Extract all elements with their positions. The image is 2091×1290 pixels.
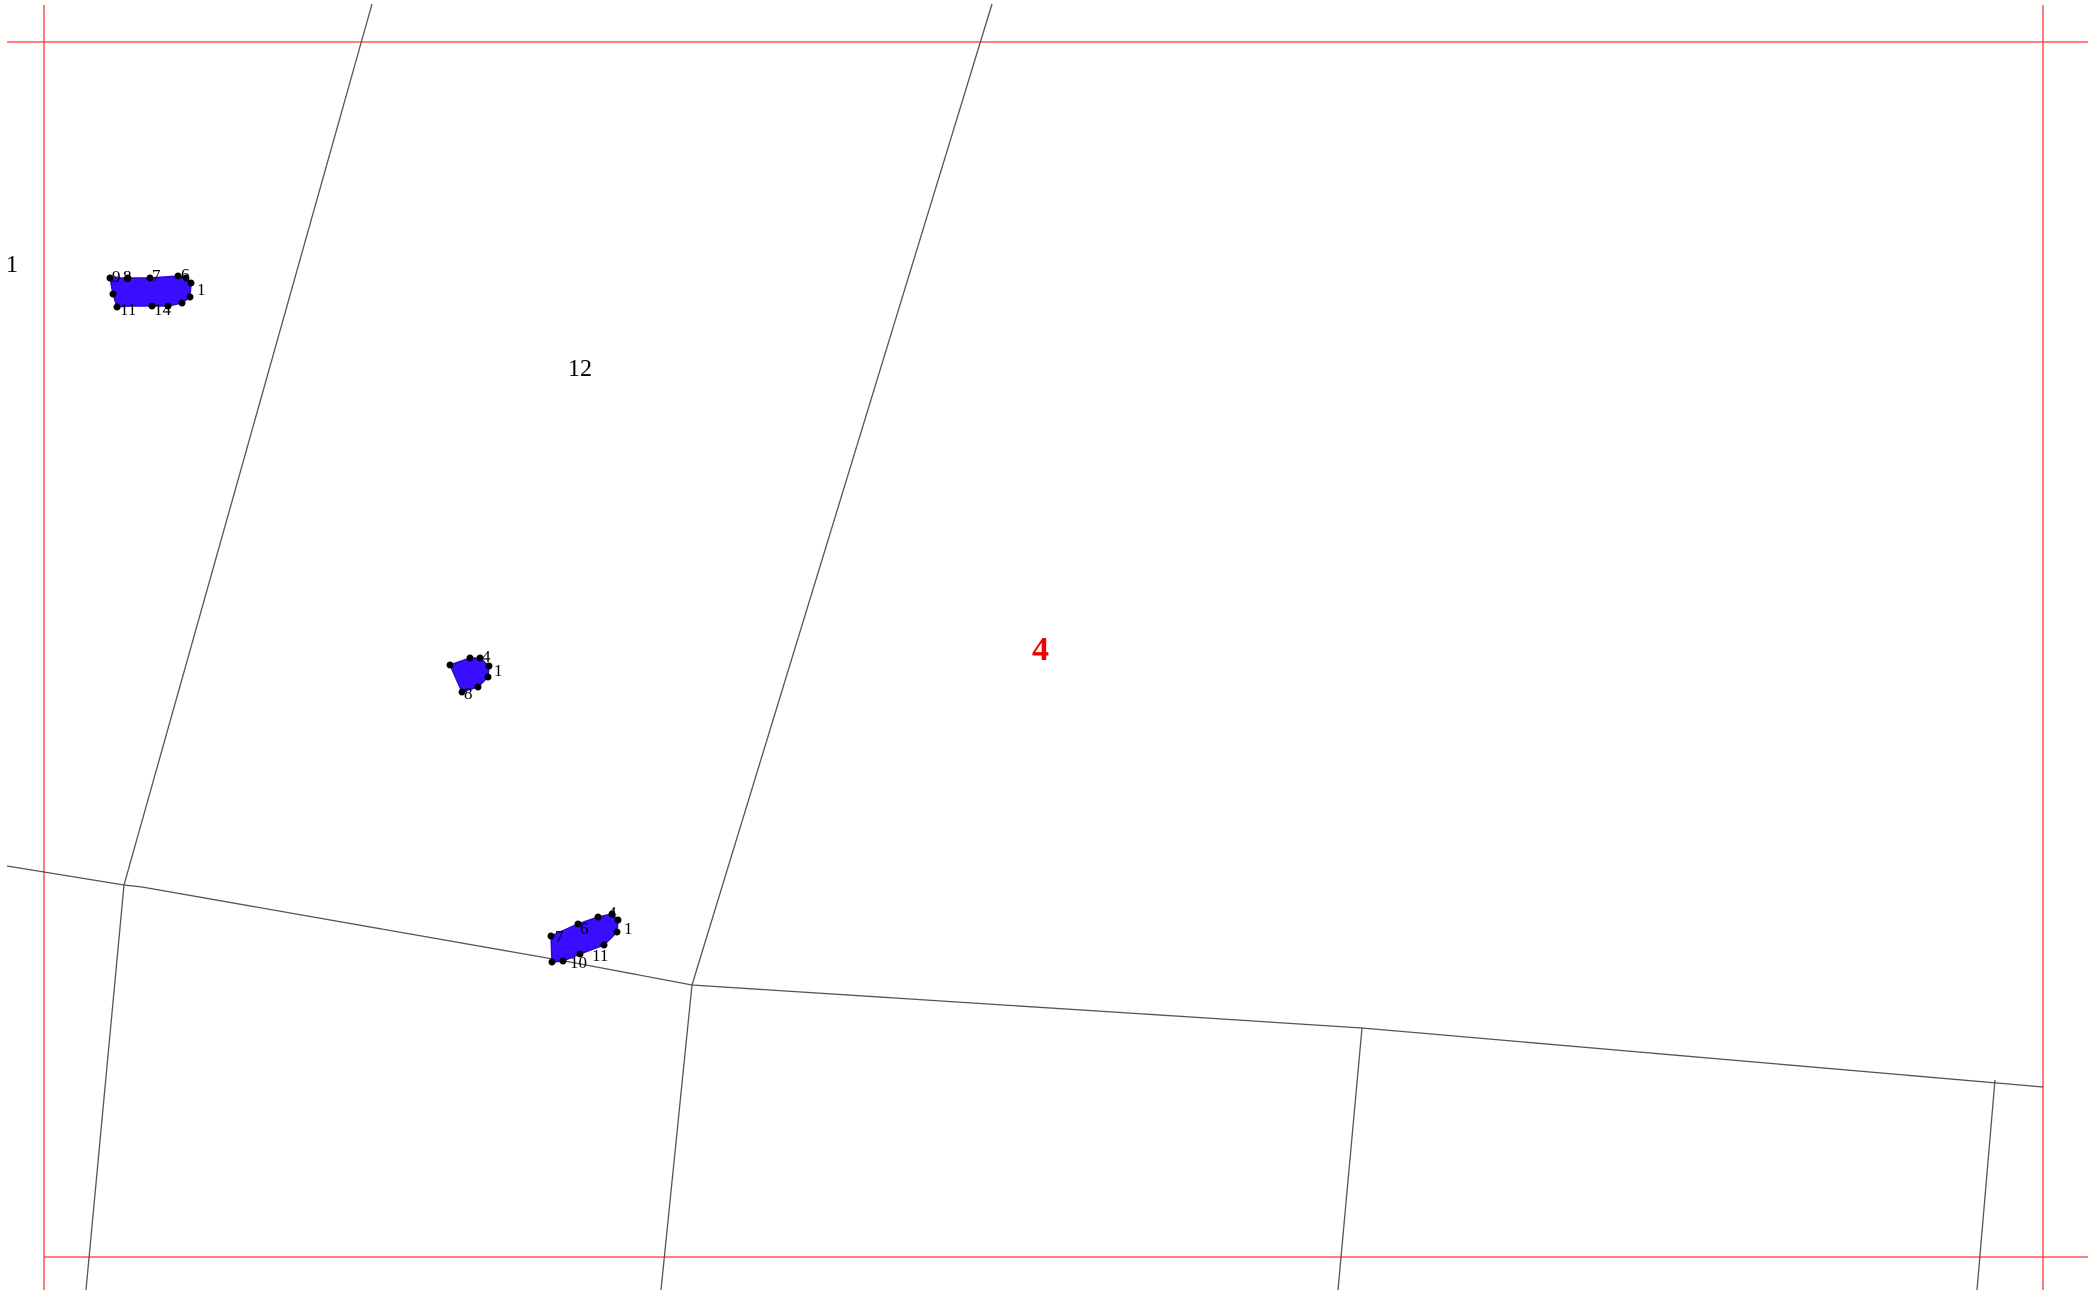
vertex-marker — [458, 688, 466, 696]
vertex-marker — [124, 274, 132, 282]
parcel-label: 1 — [6, 252, 18, 278]
building-c[interactable]: 4 6 7 1 11 10 — [547, 903, 633, 972]
vertex-label: 9 — [112, 267, 121, 286]
sheet-frame — [7, 5, 2088, 1290]
vertex-marker — [476, 654, 484, 662]
vertex-label: 11 — [592, 946, 608, 965]
vertex-marker — [600, 941, 608, 949]
parcel-boundary — [1976, 1079, 1996, 1290]
vertex-marker — [594, 913, 602, 921]
vertex-marker — [174, 272, 182, 280]
vertex-marker — [574, 920, 582, 928]
vertex-label: 10 — [570, 953, 587, 972]
vertex-marker — [547, 932, 555, 940]
vertex-marker — [485, 662, 493, 670]
vertex-label: 8 — [464, 684, 473, 703]
vertex-label: 4 — [608, 903, 617, 922]
parcel-label: 12 — [568, 356, 592, 382]
parcel-boundary — [1337, 1027, 1363, 1290]
vertex-marker — [608, 910, 616, 918]
parcel-boundary — [660, 984, 693, 1290]
vertex-marker — [576, 950, 584, 958]
vertex-marker — [613, 928, 621, 936]
vertex-marker — [559, 957, 567, 965]
building-a[interactable]: 9 8 7 6 1 11 14 — [106, 265, 206, 319]
sheet-number-label: 4 — [1032, 631, 1049, 668]
vertex-label: 1 — [494, 661, 503, 680]
vertex-label: 7 — [152, 266, 161, 285]
parcel-boundaries — [6, 3, 2044, 1290]
building-b[interactable]: 4 1 8 — [446, 647, 503, 703]
vertex-label: 4 — [482, 647, 491, 666]
vertex-marker — [109, 290, 117, 298]
vertex-marker — [446, 661, 454, 669]
parcel-boundary — [85, 884, 125, 1290]
vertex-marker — [186, 293, 194, 301]
parcel-boundary — [691, 3, 993, 986]
vertex-marker — [164, 302, 172, 310]
vertex-label: 11 — [120, 300, 136, 319]
parcel-boundary — [123, 3, 373, 886]
vertex-marker — [614, 916, 622, 924]
vertex-label: 1 — [624, 919, 633, 938]
vertex-marker — [484, 673, 492, 681]
vertex-marker — [466, 654, 474, 662]
vertex-marker — [474, 683, 482, 691]
vertex-label: 7 — [555, 927, 564, 946]
vertex-marker — [106, 274, 114, 282]
vertex-marker — [178, 299, 186, 307]
vertex-marker — [182, 274, 190, 282]
vertex-marker — [187, 279, 195, 287]
vertex-marker — [148, 302, 156, 310]
vertex-label: 6 — [580, 919, 589, 938]
vertex-label: 1 — [197, 280, 206, 299]
vertex-marker — [113, 303, 121, 311]
vertex-marker — [146, 274, 154, 282]
parcel-boundary — [6, 865, 2044, 1088]
vertex-label: 6 — [181, 265, 190, 284]
vertex-marker — [548, 958, 556, 966]
vertex-label: 8 — [123, 267, 132, 286]
vertex-label: 14 — [154, 300, 172, 319]
